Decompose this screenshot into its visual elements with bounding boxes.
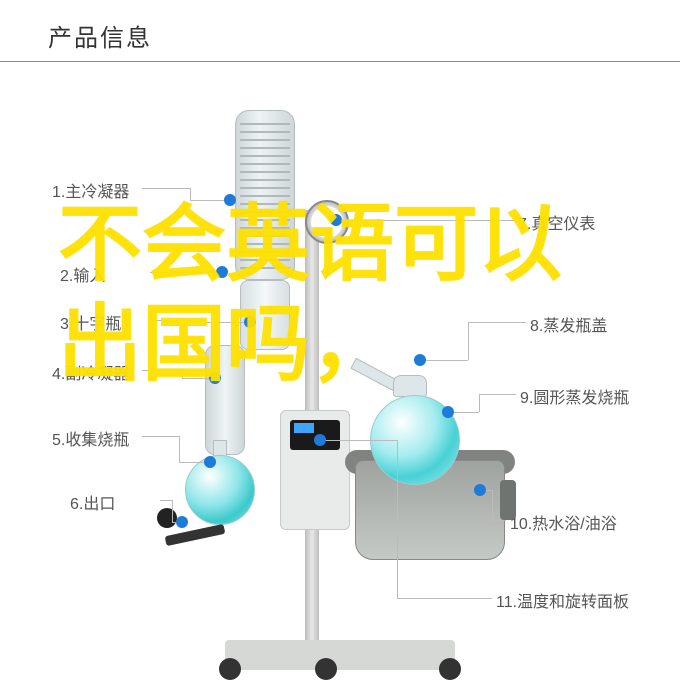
leader-line: [420, 360, 468, 361]
callout-label-10: 10.热水浴/油浴: [510, 510, 617, 534]
callout-dot-3: [244, 316, 256, 328]
callout-label-3: 3.十字瓶: [60, 310, 121, 334]
caster-wheel: [439, 658, 461, 680]
leader-line: [142, 436, 179, 437]
caster-wheel: [315, 658, 337, 680]
collection-flask: [185, 455, 255, 525]
leader-line: [172, 500, 173, 522]
callout-label-2: 2.输入: [60, 262, 105, 286]
equipment-illustration: [175, 110, 505, 670]
main-condenser: [235, 110, 295, 280]
leader-line: [492, 490, 493, 520]
callout-label-4: 4.副冷凝器: [52, 360, 129, 384]
leader-line: [479, 394, 516, 395]
callout-label-9: 9.圆形蒸发烧瓶: [520, 384, 629, 408]
leader-line: [479, 394, 480, 412]
leader-line: [160, 500, 172, 501]
callout-dot-10: [474, 484, 486, 496]
callout-dot-8: [414, 354, 426, 366]
secondary-condenser: [205, 345, 245, 455]
callout-dot-2: [216, 266, 228, 278]
leader-line: [416, 220, 514, 221]
callout-label-11: 11.温度和旋转面板: [496, 588, 629, 612]
leader-line: [320, 440, 397, 441]
callout-label-1: 1.主冷凝器: [52, 178, 129, 202]
leader-line: [179, 436, 180, 462]
product-diagram: 1.主冷凝器 2.输入 3.十字瓶 4.副冷凝器 5.收集烧瓶 6.出口 7.真空仪表 8.蒸…: [0, 60, 680, 700]
outlet-knob: [157, 508, 177, 528]
callout-label-5: 5.收集烧瓶: [52, 426, 129, 450]
evaporation-lid: [393, 375, 427, 397]
callout-label-7: 7.真空仪表: [518, 210, 595, 234]
leader-line: [142, 188, 190, 189]
callout-dot-4: [209, 372, 221, 384]
stand-base: [225, 640, 455, 670]
control-panel-screen: [294, 423, 314, 433]
caster-wheel: [219, 658, 241, 680]
vacuum-gauge: [305, 200, 349, 244]
leader-line: [150, 320, 205, 321]
outlet-valve: [165, 524, 226, 546]
callout-label-6: 6.出口: [70, 490, 115, 514]
callout-dot-1: [224, 194, 236, 206]
leader-line: [468, 322, 526, 323]
leader-line: [190, 188, 191, 200]
leader-line: [142, 370, 182, 371]
callout-label-8: 8.蒸发瓶盖: [530, 312, 607, 336]
leader-line: [397, 440, 398, 598]
callout-dot-7: [330, 214, 342, 226]
callout-dot-9: [442, 406, 454, 418]
leader-line: [182, 370, 183, 378]
cross-flask: [240, 280, 290, 350]
leader-line: [336, 220, 416, 221]
callout-dot-5: [204, 456, 216, 468]
callout-dot-11: [314, 434, 326, 446]
leader-line: [150, 272, 190, 273]
leader-line: [468, 322, 469, 360]
callout-dot-6: [176, 516, 188, 528]
section-header: 产品信息: [0, 0, 680, 62]
leader-line: [397, 598, 492, 599]
leader-line: [492, 520, 506, 521]
section-title: 产品信息: [48, 18, 680, 53]
